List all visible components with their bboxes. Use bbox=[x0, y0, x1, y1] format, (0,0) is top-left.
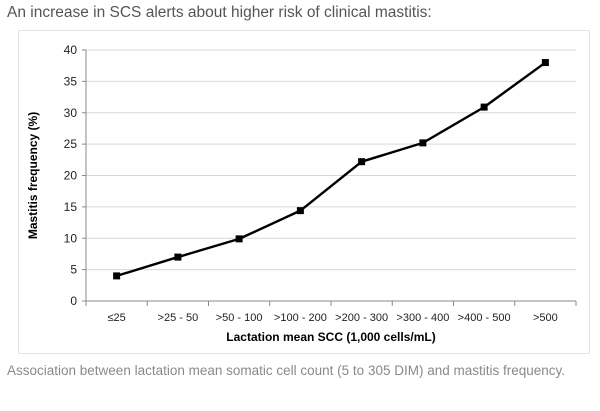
y-tick-label: 15 bbox=[64, 200, 78, 214]
y-tick-label: 30 bbox=[64, 106, 78, 120]
x-tick-label: >300 - 400 bbox=[396, 312, 449, 324]
x-tick-label: >200 - 300 bbox=[335, 312, 388, 324]
data-point-marker bbox=[296, 207, 304, 215]
chart-container: 0 5 10 15 20 25 30 35 40 ≤25 >25 - 50 >50 - 100 >10… bbox=[18, 30, 590, 354]
line-chart: 0 5 10 15 20 25 30 35 40 ≤25 >25 - 50 >50 - 100 >10… bbox=[26, 43, 577, 344]
figure-caption: Association between lactation mean somat… bbox=[7, 363, 566, 378]
y-tick-label: 25 bbox=[64, 137, 78, 151]
data-point-marker bbox=[113, 272, 121, 280]
y-axis-label: Mastitis frequency (%) bbox=[26, 112, 40, 239]
x-tick-labels: ≤25 >25 - 50 >50 - 100 >100 - 200 >200 - 300… bbox=[107, 312, 557, 324]
series-line bbox=[116, 61, 547, 278]
x-tick-label: >50 - 100 bbox=[216, 312, 263, 324]
data-point-marker bbox=[358, 158, 366, 166]
y-tick-label: 10 bbox=[64, 231, 78, 245]
y-tick-label: 20 bbox=[64, 169, 78, 183]
data-point-marker bbox=[541, 59, 549, 67]
page-heading: An increase in SCS alerts about higher r… bbox=[7, 4, 432, 21]
x-axis-label: Lactation mean SCC (1,000 cells/mL) bbox=[226, 330, 435, 344]
y-tick-label: 35 bbox=[64, 74, 78, 88]
y-tick-label: 5 bbox=[70, 263, 77, 277]
x-tick-label: >100 - 200 bbox=[274, 312, 327, 324]
data-point-marker bbox=[419, 139, 427, 147]
data-point-marker bbox=[480, 103, 488, 111]
axes bbox=[82, 49, 577, 306]
y-tick-label: 0 bbox=[70, 294, 77, 308]
data-point-marker bbox=[174, 253, 182, 261]
gridlines bbox=[86, 49, 576, 271]
x-tick-label: >25 - 50 bbox=[158, 312, 199, 324]
x-tick-label: >500 bbox=[533, 312, 558, 324]
series-mastitis-frequency bbox=[113, 59, 549, 280]
y-tick-label: 40 bbox=[64, 43, 78, 57]
y-tick-labels: 0 5 10 15 20 25 30 35 40 bbox=[64, 43, 78, 308]
data-point-marker bbox=[235, 235, 243, 243]
x-tick-label: >400 - 500 bbox=[458, 312, 511, 324]
x-tick-label: ≤25 bbox=[107, 312, 125, 324]
